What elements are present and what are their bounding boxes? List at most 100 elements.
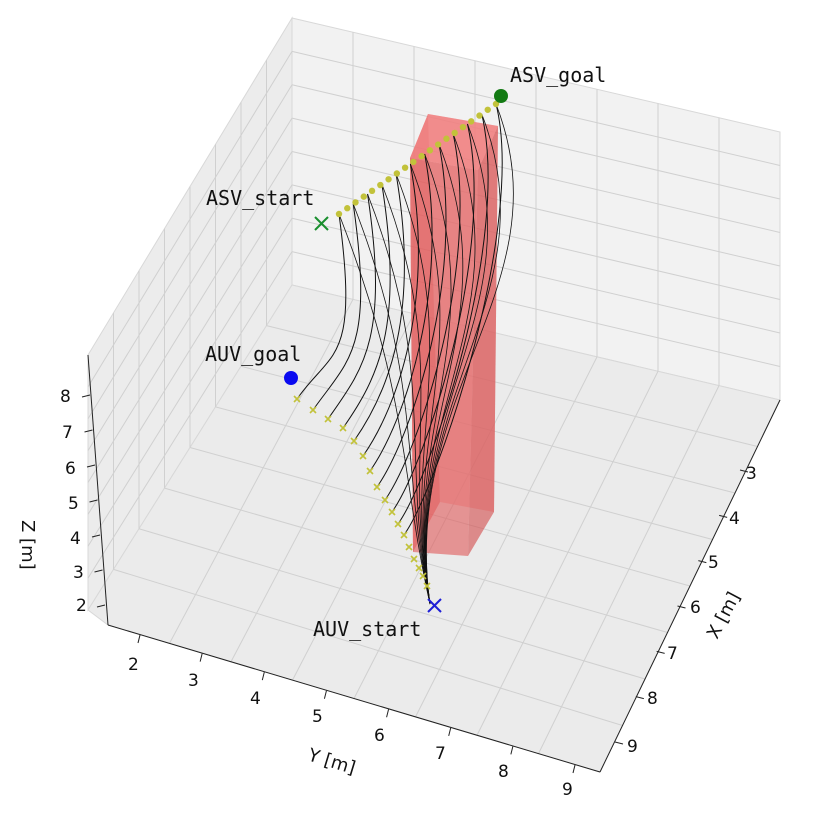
- y-tick-mark: [323, 690, 327, 699]
- z-tick-mark: [94, 569, 103, 573]
- auv-waypoint: [388, 508, 396, 516]
- asv-waypoint: [476, 112, 483, 119]
- grid-line: [169, 299, 354, 644]
- asv-goal-label: ASV_goal: [510, 63, 606, 87]
- y-axis-label: Y [m]: [305, 744, 358, 778]
- z-tick-5: 5: [68, 494, 79, 514]
- auv-start-label: AUV_start: [313, 617, 421, 641]
- grid-line: [113, 568, 623, 726]
- asv-waypoint: [451, 129, 458, 137]
- trajectory-curves: [296, 103, 514, 605]
- asv-waypoint: [492, 100, 500, 108]
- x-tick-9: 9: [627, 737, 638, 757]
- grid-line: [415, 356, 598, 718]
- asv-waypoints: [335, 100, 500, 218]
- obstacle-top-face: [410, 114, 498, 170]
- trajectory-line: [391, 123, 475, 513]
- grid-line: [138, 528, 646, 680]
- asv-waypoint: [410, 158, 417, 166]
- grid-line: [230, 313, 415, 662]
- auv-waypoint: [400, 531, 408, 539]
- asv-waypoint: [426, 147, 434, 154]
- grid-line: [87, 151, 293, 483]
- obstacle-right-face: [468, 126, 498, 556]
- z-tick-labels: 8 7 6 5 4 3 2: [60, 387, 87, 616]
- auv-waypoint: [415, 564, 423, 572]
- asv-waypoint: [468, 118, 475, 125]
- asv-waypoint: [368, 187, 376, 195]
- z-tick-2: 2: [76, 596, 87, 616]
- x-tick-7: 7: [667, 644, 678, 664]
- y-axis-line: [107, 624, 601, 773]
- trajectory-descent-line: [423, 153, 452, 605]
- trajectory-line: [362, 163, 419, 457]
- grid-line: [291, 151, 781, 267]
- asv-waypoint: [344, 205, 351, 212]
- asv-waypoint: [385, 176, 392, 183]
- trajectory-descent-line: [424, 143, 464, 605]
- grid-line: [291, 184, 781, 300]
- grid-line: [266, 325, 758, 447]
- x-tick-5: 5: [708, 553, 719, 573]
- asv-waypoint: [401, 164, 409, 171]
- trajectory-line: [384, 133, 461, 501]
- y-tick-mark: [137, 634, 141, 644]
- x-tick-mark: [677, 605, 686, 609]
- grid-line: [87, 51, 293, 388]
- x-tick-mark: [719, 514, 728, 518]
- auv-waypoint: [359, 452, 367, 460]
- y-tick-mark: [386, 709, 390, 718]
- auv-waypoint: [423, 582, 431, 590]
- x-tick-6: 6: [690, 598, 701, 618]
- auv-waypoint: [373, 483, 381, 491]
- x-tick-mark: [635, 696, 644, 700]
- z-tick-4: 4: [70, 529, 81, 549]
- trajectory-line: [403, 103, 503, 536]
- auv-waypoint: [405, 543, 413, 551]
- auv-waypoint: [366, 467, 374, 475]
- obstacle-box: [410, 114, 498, 556]
- grid-line: [87, 217, 293, 547]
- y-tick-8: 8: [498, 762, 509, 782]
- asv-waypoint: [335, 210, 343, 218]
- x-tick-mark: [614, 741, 624, 745]
- z-axis-line: [87, 354, 109, 626]
- z-tick-6: 6: [65, 459, 76, 479]
- trajectory-line: [342, 183, 391, 429]
- axis-lines: [87, 354, 781, 773]
- asv-waypoint: [443, 135, 450, 142]
- axis-ticks: [81, 394, 749, 774]
- asv-start-label: ASV_start: [206, 186, 314, 210]
- trajectory-descent-line: [425, 123, 488, 605]
- y-tick-2: 2: [128, 655, 139, 675]
- trajectory-descent-line: [425, 113, 501, 605]
- grid-line: [291, 84, 781, 200]
- asv-goal-marker: [494, 89, 508, 103]
- asv-waypoint: [360, 193, 367, 200]
- auv-waypoint: [339, 424, 347, 432]
- trajectory-descent-line: [395, 173, 431, 605]
- auv-goal-label: AUV_goal: [205, 342, 301, 366]
- asv-start-marker: [314, 216, 329, 231]
- trajectory-descent-line: [425, 103, 514, 605]
- asv-waypoint: [434, 141, 442, 148]
- trajectory-line: [353, 173, 405, 442]
- x-tick-mark: [739, 469, 749, 473]
- x-tick-8: 8: [647, 689, 658, 709]
- trajectory-line: [369, 153, 433, 472]
- auv-waypoint: [419, 572, 427, 580]
- trajectory-descent-line: [352, 203, 431, 605]
- y-tick-labels: 2 3 4 5 6 7 8 9: [128, 655, 573, 800]
- trajectory-line: [312, 203, 362, 411]
- z-tick-7: 7: [62, 423, 73, 443]
- trajectory-descent-line: [409, 163, 441, 605]
- y-tick-mark: [199, 653, 203, 662]
- z-tick-mark: [84, 429, 93, 433]
- z-tick-mark: [89, 499, 98, 503]
- x-tick-mark: [698, 560, 707, 564]
- z-tick-mark: [81, 394, 91, 398]
- grid-line: [87, 251, 293, 579]
- trajectory-line: [296, 213, 347, 400]
